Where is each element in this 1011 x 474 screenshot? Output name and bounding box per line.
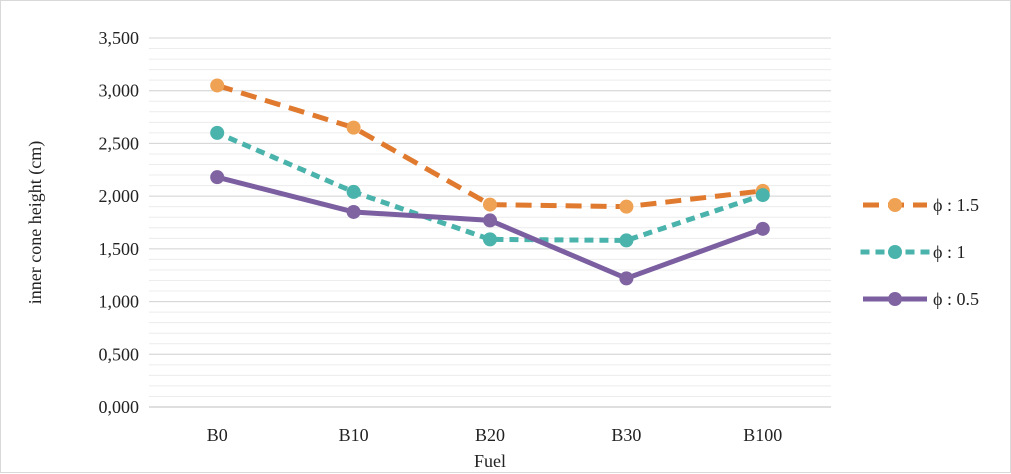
data-point (755, 221, 770, 236)
data-point (619, 233, 634, 248)
legend-marker (888, 245, 902, 259)
data-point (483, 213, 497, 228)
y-tick-label: 3,000 (99, 81, 140, 101)
legend-label: ϕ : 1 (933, 242, 965, 262)
legend-item: ϕ : 1.5 (863, 195, 979, 215)
x-tick-label: B100 (743, 425, 782, 445)
axes: 0,000 0,500 1,000 1,500 2,000 2,500 3,000 3,500… (99, 28, 831, 445)
y-tick-label: 2,500 (99, 133, 140, 153)
y-axis-title: inner cone height (cm) (25, 141, 46, 304)
legend: ϕ : 1.5 ϕ : 1 ϕ : 0.5 (860, 195, 979, 309)
legend-marker (888, 292, 902, 306)
x-tick-label: B10 (339, 425, 369, 445)
data-point (210, 78, 225, 93)
data-point (755, 188, 770, 203)
data-point (210, 170, 225, 185)
x-tick-label: B30 (611, 425, 641, 445)
data-point (483, 197, 497, 212)
series-1 (210, 78, 770, 214)
x-tick-label: B20 (475, 425, 505, 445)
y-tick-label: 2,000 (99, 186, 140, 206)
legend-marker (888, 198, 902, 212)
y-tick-label: 0,000 (99, 397, 140, 417)
data-point (346, 184, 361, 199)
legend-item: ϕ : 0.5 (863, 289, 979, 309)
data-point (483, 232, 497, 247)
series-3 (210, 170, 770, 286)
series-group (210, 78, 770, 286)
legend-item: ϕ : 1 (860, 242, 965, 262)
x-tick-label: B0 (207, 425, 228, 445)
y-tick-label: 1,000 (99, 292, 140, 312)
data-point (210, 125, 225, 140)
data-point (346, 120, 361, 135)
x-axis-title: Fuel (474, 451, 506, 471)
series-2 (210, 125, 770, 248)
gridlines (149, 37, 831, 408)
legend-label: ϕ : 0.5 (933, 289, 979, 309)
y-tick-label: 1,500 (99, 239, 140, 259)
data-point (346, 204, 361, 219)
series-line (216, 83, 764, 210)
legend-label: ϕ : 1.5 (933, 195, 979, 215)
y-tick-label: 0,500 (99, 344, 140, 364)
data-point (619, 271, 634, 286)
y-tick-label: 3,500 (99, 28, 140, 48)
data-point (619, 199, 634, 214)
